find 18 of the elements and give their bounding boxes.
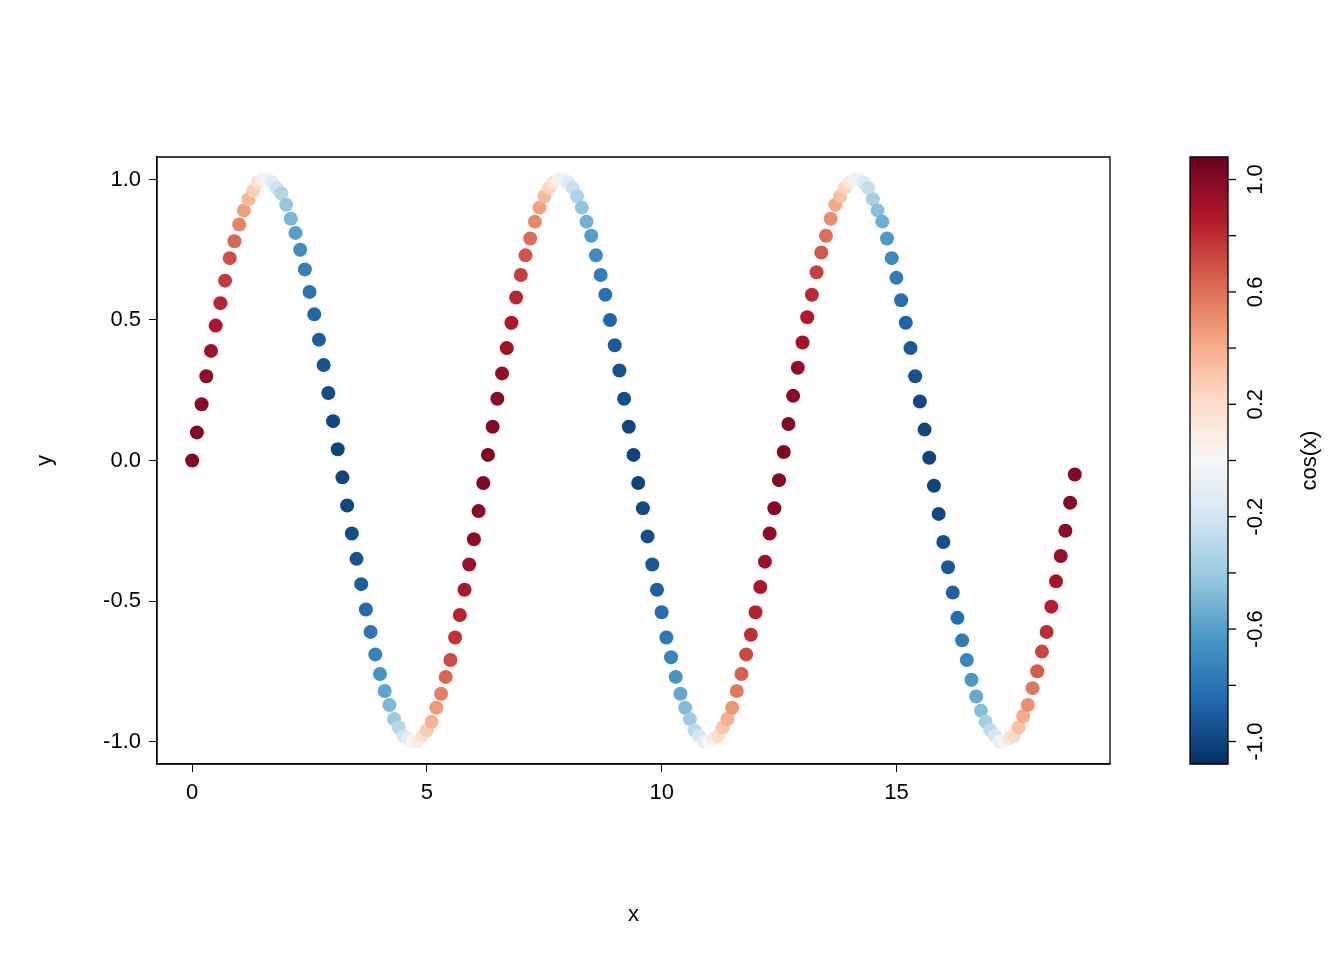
- x-tick-label: 0: [186, 779, 199, 805]
- color-bar-label: -0.6: [1242, 610, 1268, 649]
- x-tick-label: 10: [649, 779, 674, 805]
- y-axis-title: y: [31, 455, 57, 466]
- color-bar-label: -0.2: [1242, 497, 1268, 536]
- x-tick-label: 15: [884, 779, 909, 805]
- color-bar-label: 1.0: [1242, 164, 1268, 195]
- x-tick-label: 5: [420, 779, 434, 805]
- color-bar-label: 0.2: [1242, 389, 1268, 420]
- color-bar-label: -1.0: [1242, 722, 1268, 761]
- y-tick-label: 0.0: [110, 446, 141, 472]
- y-tick-label: -1.0: [103, 727, 141, 753]
- color-bar-title: cos(x): [1296, 430, 1322, 491]
- color-bar-label: 0.6: [1242, 276, 1268, 308]
- x-axis-title: x: [628, 900, 639, 926]
- y-tick-label: -0.5: [103, 587, 141, 613]
- y-tick-label: 1.0: [110, 165, 141, 191]
- y-tick-label: 0.5: [110, 306, 141, 332]
